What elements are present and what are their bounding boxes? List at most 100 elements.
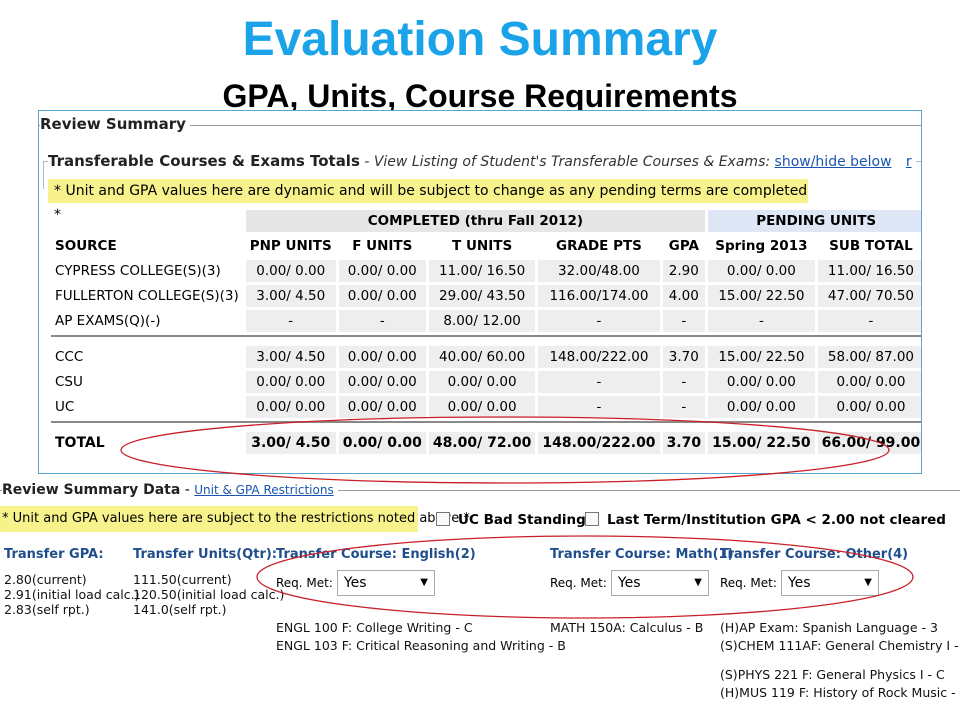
gpa-self-reported: 2.83(self rpt.) bbox=[4, 602, 90, 617]
value-cell: 0.00/ 0.00 bbox=[428, 371, 536, 393]
req-met-label: Req. Met: bbox=[550, 576, 607, 590]
review-summary-panel: Review Summary Transferable Courses & Ex… bbox=[38, 110, 922, 474]
value-cell: 0.00/ 0.00 bbox=[245, 396, 336, 418]
transferable-totals-desc: - View Listing of Student's Transferable… bbox=[359, 154, 775, 170]
value-cell: - bbox=[538, 371, 660, 393]
math-courses: MATH 150A: Calculus - B bbox=[550, 619, 703, 637]
column-header: SOURCE bbox=[55, 238, 117, 254]
value-cell: - bbox=[662, 310, 706, 332]
chevron-down-icon: ▼ bbox=[420, 577, 428, 588]
column-header: GPA bbox=[668, 238, 699, 254]
source-cell: AP EXAMS(Q)(-) bbox=[55, 313, 161, 329]
pending-group-header: PENDING UNITS bbox=[708, 210, 921, 232]
english-req-select[interactable]: Yes ▼ bbox=[336, 570, 435, 596]
units-initial: 120.50(initial load calc.) bbox=[133, 587, 285, 602]
selected-value: Yes bbox=[617, 575, 641, 591]
value-cell: - bbox=[817, 310, 921, 332]
checkbox-box[interactable] bbox=[585, 512, 599, 526]
other-courses-a: (H)AP Exam: Spanish Language - 3 (S)CHEM… bbox=[720, 619, 960, 655]
value-cell: 0.00/ 0.00 bbox=[245, 260, 336, 282]
table-row: AP EXAMS(Q)(-) - -8.00/ 12.00- - - - bbox=[51, 310, 921, 332]
completed-group-header: COMPLETED (thru Fall 2012) bbox=[245, 210, 706, 232]
other-req-select[interactable]: Yes ▼ bbox=[780, 570, 879, 596]
value-cell: 0.00/ 0.00 bbox=[428, 396, 536, 418]
english-courses: ENGL 100 F: College Writing - C ENGL 103… bbox=[276, 619, 566, 655]
units-self-reported: 141.0(self rpt.) bbox=[133, 602, 227, 617]
last-term-gpa-label: Last Term/Institution GPA < 2.00 not cle… bbox=[607, 512, 946, 528]
last-term-gpa-checkbox[interactable]: Last Term/Institution GPA < 2.00 not cle… bbox=[585, 512, 946, 528]
value-cell: 116.00/174.00 bbox=[538, 285, 660, 307]
value-cell: 3.70 bbox=[662, 346, 706, 368]
total-value: 3.70 bbox=[662, 432, 706, 454]
column-header: F UNITS bbox=[352, 238, 413, 254]
course-item: (H)MUS 119 F: History of Rock Music - B bbox=[720, 685, 960, 700]
transfer-gpa-heading: Transfer GPA: bbox=[4, 547, 104, 562]
course-item: (S)CHEM 111AF: General Chemistry I - C bbox=[720, 638, 960, 653]
value-cell: 8.00/ 12.00 bbox=[428, 310, 536, 332]
value-cell: 11.00/ 16.50 bbox=[428, 260, 536, 282]
value-cell: - bbox=[538, 396, 660, 418]
value-cell: 0.00/ 0.00 bbox=[338, 346, 426, 368]
course-item: ENGL 100 F: College Writing - C bbox=[276, 620, 473, 635]
show-hide-link[interactable]: show/hide below bbox=[774, 154, 892, 170]
total-value: 15.00/ 22.50 bbox=[708, 432, 815, 454]
source-cell: CCC bbox=[55, 349, 84, 365]
column-header: Spring 2013 bbox=[715, 238, 808, 254]
fieldset-border bbox=[0, 490, 960, 491]
source-cell: CYPRESS COLLEGE(S)(3) bbox=[55, 263, 221, 279]
transferable-totals-header: Transferable Courses & Exams Totals - Vi… bbox=[48, 152, 916, 170]
source-cell: FULLERTON COLLEGE(S)(3) bbox=[55, 288, 239, 304]
legend-separator: - bbox=[180, 482, 195, 498]
chevron-down-icon: ▼ bbox=[864, 577, 872, 588]
trailing-link[interactable]: r bbox=[905, 154, 912, 170]
column-header: T UNITS bbox=[452, 238, 513, 254]
course-item: (S)PHYS 221 F: General Physics I - C bbox=[720, 667, 945, 682]
value-cell: 11.00/ 16.50 bbox=[817, 260, 921, 282]
english-heading: Transfer Course: English(2) bbox=[276, 547, 476, 562]
column-header-row: SOURCE PNP UNITS F UNITS T UNITS GRADE PTS GP… bbox=[51, 235, 921, 257]
value-cell: - bbox=[338, 310, 426, 332]
value-cell: 47.00/ 70.50 bbox=[817, 285, 921, 307]
chevron-down-icon: ▼ bbox=[694, 577, 702, 588]
value-cell: 32.00/48.00 bbox=[538, 260, 660, 282]
total-value: 148.00/222.00 bbox=[538, 432, 660, 454]
value-cell: - bbox=[662, 396, 706, 418]
table-row: CCC 3.00/ 4.50 0.00/ 0.00 40.00/ 60.00 148.0… bbox=[51, 346, 921, 368]
table-separator bbox=[51, 335, 921, 343]
total-value: 66.00/ 99.00 bbox=[817, 432, 921, 454]
value-cell: 0.00/ 0.00 bbox=[245, 371, 336, 393]
slide-title: Evaluation Summary bbox=[242, 13, 718, 66]
req-met-label: Req. Met: bbox=[276, 576, 333, 590]
slide-subtitle: GPA, Units, Course Requirements bbox=[222, 78, 738, 110]
value-cell: 15.00/ 22.50 bbox=[708, 346, 815, 368]
value-cell: - bbox=[708, 310, 815, 332]
empty-cell bbox=[51, 210, 243, 232]
value-cell: 4.00 bbox=[662, 285, 706, 307]
value-cell: 0.00/ 0.00 bbox=[817, 396, 921, 418]
course-item: ENGL 103 F: Critical Reasoning and Writi… bbox=[276, 638, 566, 653]
table-separator bbox=[51, 421, 921, 429]
separator-cell bbox=[51, 421, 921, 429]
value-cell: 0.00/ 0.00 bbox=[338, 396, 426, 418]
math-req-select[interactable]: Yes ▼ bbox=[610, 570, 709, 596]
column-header: SUB TOTAL bbox=[829, 238, 913, 254]
source-cell: UC bbox=[55, 399, 75, 415]
checkbox-box[interactable] bbox=[436, 512, 450, 526]
gpa-current: 2.80(current) bbox=[4, 572, 87, 587]
table-row: FULLERTON COLLEGE(S)(3) 3.00/ 4.50 0.00/ 0… bbox=[51, 285, 921, 307]
separator-cell bbox=[51, 335, 921, 343]
restrictions-link[interactable]: Unit & GPA Restrictions bbox=[194, 483, 334, 497]
table-row: CSU 0.00/ 0.00 0.00/ 0.00 0.00/ 0.00- -0.00/… bbox=[51, 371, 921, 393]
value-cell: 58.00/ 87.00 bbox=[817, 346, 921, 368]
review-summary-data-title: Review Summary Data bbox=[2, 482, 181, 498]
transfer-units-values: 111.50(current) 120.50(initial load calc… bbox=[133, 572, 284, 617]
review-summary-legend: Review Summary bbox=[40, 115, 190, 133]
other-courses-b: (S)PHYS 221 F: General Physics I - C (H)… bbox=[720, 666, 960, 702]
value-cell: 2.90 bbox=[662, 260, 706, 282]
uc-bad-standing-checkbox[interactable]: UC Bad Standing bbox=[436, 512, 586, 528]
transfer-units-heading: Transfer Units(Qtr): bbox=[133, 547, 278, 562]
value-cell: 15.00/ 22.50 bbox=[708, 285, 815, 307]
column-header: PNP UNITS bbox=[249, 238, 332, 254]
value-cell: 0.00/ 0.00 bbox=[708, 371, 815, 393]
total-value: 0.00/ 0.00 bbox=[338, 432, 426, 454]
